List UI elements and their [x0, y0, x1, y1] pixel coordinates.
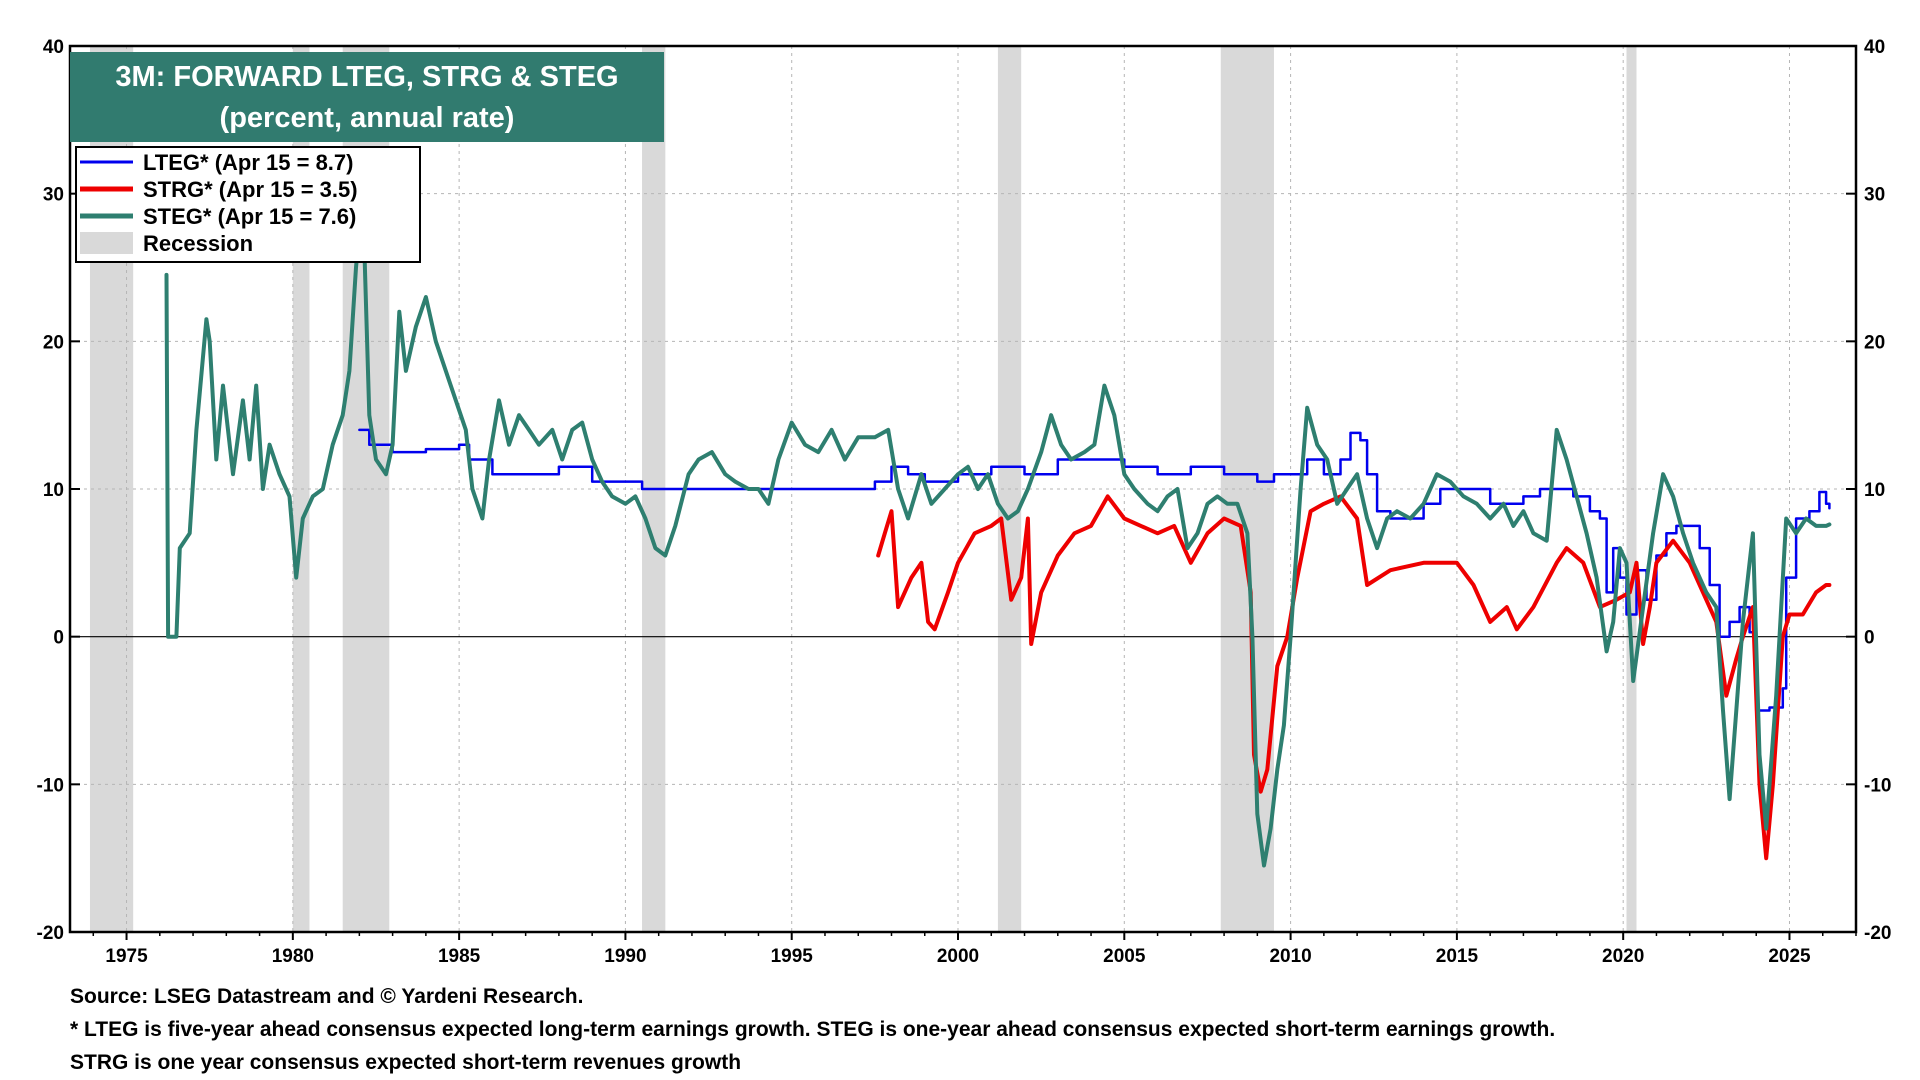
series-lines: [164, 191, 1832, 868]
x-tick-label-2000: 2000: [937, 946, 979, 967]
y-tick-label-right-0: 0: [1864, 628, 1875, 649]
x-tick-label-1985: 1985: [438, 946, 481, 967]
x-tick-label-1975: 1975: [105, 946, 148, 967]
legend-label-strg: STRG* (Apr 15 = 3.5): [143, 177, 358, 202]
title-box: 3M: FORWARD LTEG, STRG & STEG (percent, …: [70, 52, 664, 142]
series-line-lteg: [358, 428, 1831, 712]
y-tick-label-left-30: 30: [43, 185, 64, 206]
y-tick-label-right-10: 10: [1864, 480, 1885, 501]
y-tick-label-left-40: 40: [43, 37, 64, 58]
y-tick-label-right--20: -20: [1864, 923, 1891, 944]
y-tick-label-right-40: 40: [1864, 37, 1885, 58]
x-tick-label-1990: 1990: [604, 946, 646, 967]
legend-label-steg: STEG* (Apr 15 = 7.6): [143, 204, 356, 229]
x-tick-label-1995: 1995: [771, 946, 814, 967]
legend: LTEG* (Apr 15 = 8.7) STRG* (Apr 15 = 3.5…: [75, 146, 421, 263]
y-tick-label-left-0: 0: [53, 628, 64, 649]
footnote-line-2: STRG is one year consensus expected shor…: [70, 1051, 742, 1074]
footnote-line-1: * LTEG is five-year ahead consensus expe…: [70, 1018, 1556, 1041]
y-tick-label-left--10: -10: [37, 775, 64, 796]
chart-subtitle: (percent, annual rate): [220, 102, 515, 134]
x-tick-label-2025: 2025: [1768, 946, 1811, 967]
title-background: [70, 52, 664, 142]
legend-label-lteg: LTEG* (Apr 15 = 8.7): [143, 150, 353, 175]
x-tick-label-2010: 2010: [1269, 946, 1311, 967]
x-tick-label-2005: 2005: [1103, 946, 1146, 967]
chart-title: 3M: FORWARD LTEG, STRG & STEG: [115, 61, 618, 93]
y-tick-label-right-20: 20: [1864, 332, 1885, 353]
legend-label-recession: Recession: [143, 231, 253, 256]
x-tick-label-2020: 2020: [1602, 946, 1644, 967]
y-tick-label-left-20: 20: [43, 332, 64, 353]
x-tick-label-2015: 2015: [1436, 946, 1479, 967]
y-tick-label-left-10: 10: [43, 480, 64, 501]
legend-frame: [75, 146, 421, 263]
series-line-steg: [164, 191, 1832, 868]
y-tick-label-right--10: -10: [1864, 775, 1891, 796]
x-tick-label-1980: 1980: [272, 946, 314, 967]
y-tick-label-right-30: 30: [1864, 185, 1885, 206]
source-note: Source: LSEG Datastream and © Yardeni Re…: [70, 985, 584, 1008]
y-tick-label-left--20: -20: [37, 923, 64, 944]
legend-swatch-recession: [80, 232, 133, 254]
